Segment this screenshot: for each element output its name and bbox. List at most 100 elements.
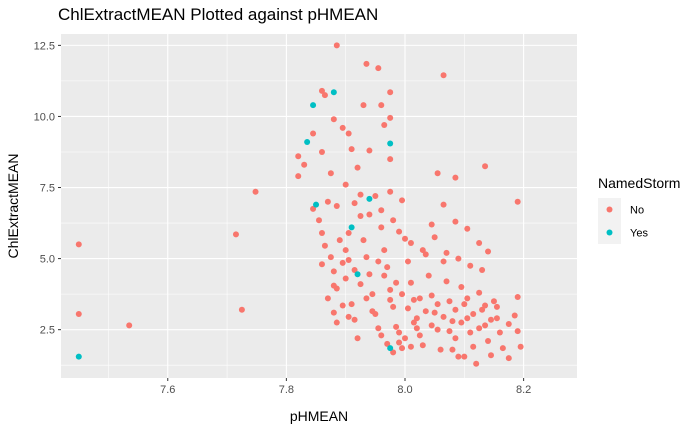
point-no xyxy=(443,249,450,256)
point-no xyxy=(396,228,403,235)
point-no xyxy=(431,234,438,241)
chart-title: ChlExtractMEAN Plotted against pHMEAN xyxy=(58,5,378,24)
legend-point-yes xyxy=(606,229,613,236)
point-no xyxy=(345,313,352,320)
point-no xyxy=(354,164,361,171)
point-no xyxy=(396,329,403,336)
point-no xyxy=(419,247,426,254)
point-no xyxy=(318,87,325,94)
point-no xyxy=(467,329,474,336)
point-yes xyxy=(304,139,311,146)
point-no xyxy=(399,197,406,204)
point-no xyxy=(452,218,459,225)
point-no xyxy=(493,303,500,310)
point-no xyxy=(366,211,373,218)
point-no xyxy=(428,322,435,329)
point-no xyxy=(387,89,394,96)
point-no xyxy=(407,343,414,350)
point-no xyxy=(384,340,391,347)
legend-point-no xyxy=(606,206,613,213)
point-no xyxy=(354,335,361,342)
point-yes xyxy=(366,195,373,202)
point-no xyxy=(339,302,346,309)
point-no xyxy=(387,296,394,303)
point-no xyxy=(396,339,403,346)
point-no xyxy=(393,323,400,330)
legend-label-no: No xyxy=(630,205,644,217)
point-no xyxy=(464,315,471,322)
point-no xyxy=(482,163,489,170)
point-no xyxy=(458,319,465,326)
point-no xyxy=(387,188,394,195)
point-no xyxy=(384,264,391,271)
point-no xyxy=(327,254,334,261)
point-no xyxy=(493,315,500,322)
point-no xyxy=(422,251,429,258)
point-no xyxy=(351,200,358,207)
y-tick-label: 10.0 xyxy=(34,111,55,123)
point-no xyxy=(321,242,328,249)
point-no xyxy=(390,217,397,224)
point-no xyxy=(490,298,497,305)
point-no xyxy=(375,258,382,265)
point-no xyxy=(126,322,133,329)
point-no xyxy=(476,325,483,332)
point-no xyxy=(434,301,441,308)
point-no xyxy=(378,207,385,214)
y-axis-title: ChlExtractMEAN xyxy=(5,153,21,258)
point-no xyxy=(375,325,382,332)
x-axis-title: pHMEAN xyxy=(290,408,348,424)
y-tick-label: 2.5 xyxy=(40,325,55,337)
y-tick-label: 12.5 xyxy=(34,40,55,52)
point-no xyxy=(440,72,447,79)
point-no xyxy=(413,315,420,322)
point-no xyxy=(390,303,397,310)
point-no xyxy=(252,188,259,195)
point-no xyxy=(505,355,512,362)
y-tick-label: 5.0 xyxy=(40,254,55,266)
point-no xyxy=(464,225,471,232)
point-yes xyxy=(313,201,320,208)
point-no xyxy=(387,114,394,121)
point-no xyxy=(404,258,411,265)
point-no xyxy=(449,346,456,353)
point-no xyxy=(482,302,489,309)
point-no xyxy=(345,230,352,237)
point-no xyxy=(431,309,438,316)
point-no xyxy=(455,255,462,262)
legend: NamedStorm No Yes xyxy=(598,175,680,244)
point-no xyxy=(485,248,492,255)
point-no xyxy=(75,311,82,318)
point-no xyxy=(387,156,394,163)
point-no xyxy=(318,230,325,237)
point-no xyxy=(440,258,447,265)
x-tick-label: 7.8 xyxy=(279,384,294,396)
point-no xyxy=(437,346,444,353)
point-no xyxy=(310,205,317,212)
point-no xyxy=(327,170,334,177)
point-no xyxy=(232,231,239,238)
point-no xyxy=(407,239,414,246)
point-no xyxy=(342,275,349,282)
y-tick-label: 7.5 xyxy=(40,183,55,195)
point-no xyxy=(387,286,394,293)
point-no xyxy=(324,198,331,205)
legend-label-yes: Yes xyxy=(630,228,648,240)
point-no xyxy=(440,313,447,320)
point-no xyxy=(366,147,373,154)
point-no xyxy=(381,121,388,128)
point-no xyxy=(375,65,382,72)
point-no xyxy=(458,284,465,291)
point-no xyxy=(330,282,337,289)
point-no xyxy=(399,291,406,298)
point-no xyxy=(348,146,355,153)
x-tick-label: 8.2 xyxy=(516,384,531,396)
point-no xyxy=(360,237,367,244)
point-no xyxy=(455,353,462,360)
point-no xyxy=(425,272,432,279)
point-no xyxy=(393,279,400,286)
point-no xyxy=(363,60,370,67)
point-no xyxy=(461,353,468,360)
point-no xyxy=(238,306,245,313)
